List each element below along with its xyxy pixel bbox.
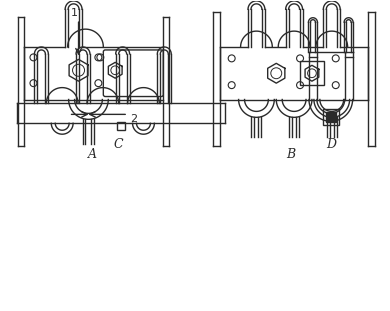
Text: D: D <box>326 138 336 151</box>
Bar <box>323 109 339 125</box>
Text: A: A <box>89 148 98 161</box>
Text: C: C <box>114 138 124 151</box>
Bar <box>300 61 324 85</box>
Bar <box>326 112 336 122</box>
Text: B: B <box>287 148 296 161</box>
Text: 1: 1 <box>71 8 78 18</box>
Bar <box>117 122 125 130</box>
Text: 2: 2 <box>130 114 137 124</box>
